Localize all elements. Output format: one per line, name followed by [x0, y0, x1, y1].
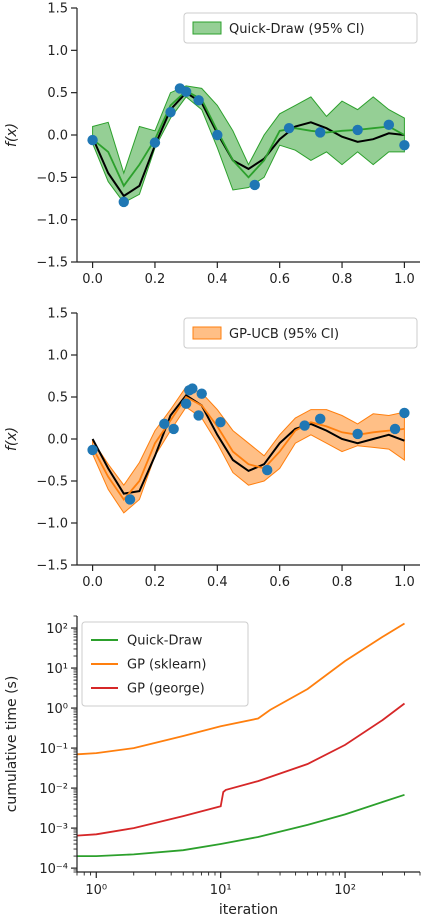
y-axis-label: cumulative time (s): [4, 676, 20, 813]
observation-point: [352, 428, 363, 440]
legend-label: GP-UCB (95% CI): [229, 327, 339, 342]
observation-point: [399, 407, 410, 419]
observation-point: [389, 423, 401, 435]
legend-swatch: [192, 21, 222, 35]
x-tick-label: 0.6: [269, 272, 290, 287]
x-tick-label: 10¹: [210, 883, 232, 898]
y-tick-label: 0.0: [47, 129, 68, 144]
observation-point: [87, 134, 98, 146]
observation-point: [212, 129, 223, 141]
legend-box: [183, 12, 418, 44]
observation-point: [180, 86, 192, 98]
chart-panel-quick-draw: 0.0 0.2 0.4 0.6 0.8 1.0 1.5 1.0 0.5 0.0 −0.5 −1.0 −1…: [4, 2, 420, 287]
observation-point: [118, 196, 129, 208]
observation-point: [149, 137, 161, 148]
y-tick-label: 1.0: [47, 44, 68, 59]
legend-label-gp-sklearn: GP (sklearn): [127, 658, 206, 673]
y-tick-label: 10⁻¹: [39, 742, 68, 757]
x-tick-label: 1.0: [394, 272, 415, 287]
y-tick-label: −1.5: [36, 559, 68, 574]
x-tick-label: 0.0: [82, 272, 103, 287]
observation-point: [383, 119, 395, 131]
x-axis-label: iteration: [219, 902, 278, 918]
y-tick-label: −1.0: [36, 517, 68, 532]
observation-point: [193, 95, 204, 106]
legend-box: [81, 621, 249, 707]
observation-point: [168, 423, 179, 435]
y-tick-label: −0.5: [36, 171, 68, 186]
x-tick-label: 0.4: [207, 575, 228, 590]
posterior-mean-line: [92, 89, 405, 188]
observation-point: [299, 420, 310, 431]
x-tick-label: 10²: [334, 883, 356, 898]
observation-point: [159, 418, 170, 430]
x-tick-label: 0.2: [145, 272, 166, 287]
y-tick-label: 10⁻²: [39, 782, 68, 797]
series-line-gp-sklearn: [76, 622, 405, 756]
x-tick-label: 0.8: [332, 272, 353, 287]
series-line-gp-george: [76, 702, 406, 837]
confidence-band: [92, 386, 405, 514]
observation-point: [196, 388, 207, 399]
y-tick-label: 10¹: [46, 662, 68, 677]
y-tick-label: −0.5: [36, 475, 68, 490]
x-tick-label: 0.8: [332, 575, 353, 590]
observation-point: [180, 398, 192, 409]
legend-box: [183, 317, 418, 349]
y-tick-label: 1.5: [47, 307, 68, 322]
observation-point: [315, 413, 326, 425]
y-tick-label: −1.5: [36, 256, 68, 271]
x-tick-label: 0.6: [269, 575, 290, 590]
y-tick-label: 10²: [46, 622, 68, 637]
y-tick-label: 10⁻⁴: [39, 862, 68, 877]
y-tick-label: 10⁻³: [39, 822, 68, 837]
observation-point: [352, 124, 363, 136]
x-tick-label: 0.2: [145, 575, 166, 590]
x-tick-label: 0.0: [82, 575, 103, 590]
y-tick-label: 0.5: [47, 86, 68, 101]
legend-swatch: [192, 326, 222, 340]
x-tick-label: 10⁰: [85, 883, 107, 898]
observation-point: [193, 410, 204, 421]
legend-label-gp-george: GP (george): [127, 682, 205, 697]
y-axis-label: f(x): [4, 427, 20, 451]
chart-panel-gp-ucb: 0.0 0.2 0.4 0.6 0.8 1.0 1.5 1.0 0.5 0.0 −0.5 −1.0 −1…: [4, 307, 420, 590]
chart-panel-cumulative-time: 10⁰ 10¹ 10² 10² 10¹ 10⁰ 10⁻¹ 10⁻² 10⁻³ 10⁻⁴ iterat…: [4, 615, 421, 918]
true-function-line: [91, 393, 405, 495]
observation-point: [165, 106, 176, 118]
observation-point: [249, 179, 260, 191]
y-tick-label: 1.0: [47, 349, 68, 364]
observation-point: [283, 123, 295, 134]
observation-point: [262, 464, 273, 476]
y-tick-label: 0.5: [47, 391, 68, 406]
y-tick-label: 0.0: [47, 433, 68, 448]
x-tick-label: 1.0: [394, 575, 415, 590]
observation-point: [187, 383, 198, 394]
observation-point: [87, 444, 98, 456]
legend-label-quick-draw: Quick-Draw: [127, 634, 203, 649]
observation-point: [315, 127, 326, 138]
posterior-mean-line: [91, 395, 405, 501]
series-line-quick-draw: [77, 793, 405, 857]
x-tick-label: 0.4: [207, 272, 228, 287]
observation-point: [124, 494, 136, 505]
observation-point: [399, 139, 410, 151]
observation-point: [215, 417, 226, 428]
y-tick-label: 10⁰: [46, 702, 68, 717]
y-tick-label: 1.5: [47, 2, 68, 17]
legend-label: Quick-Draw (95% CI): [229, 22, 365, 37]
true-function-line: [91, 91, 405, 198]
y-axis-label: f(x): [4, 123, 20, 147]
y-tick-label: −1.0: [36, 213, 68, 228]
